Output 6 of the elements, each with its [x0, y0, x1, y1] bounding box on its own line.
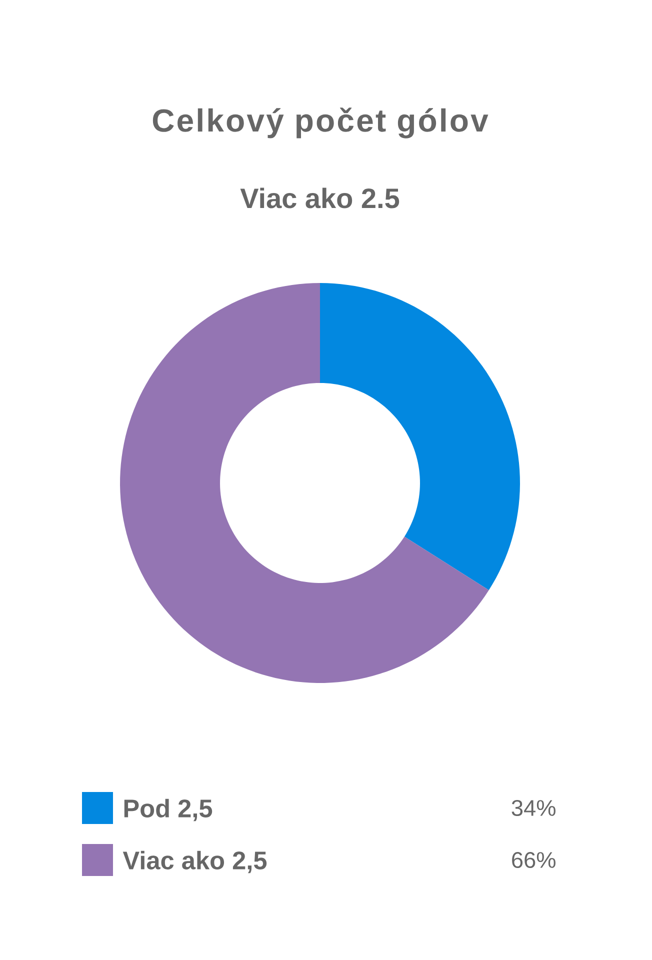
legend-label: Pod 2,5	[124, 798, 212, 822]
data-label: 34%	[512, 800, 556, 816]
data-label: 66%	[512, 852, 556, 868]
legend-label: Viac ako 2,5	[122, 850, 267, 874]
chart-subtitle: Viac ako 2.5	[240, 188, 400, 208]
chart-title: Celkový počet gólov	[152, 108, 488, 138]
